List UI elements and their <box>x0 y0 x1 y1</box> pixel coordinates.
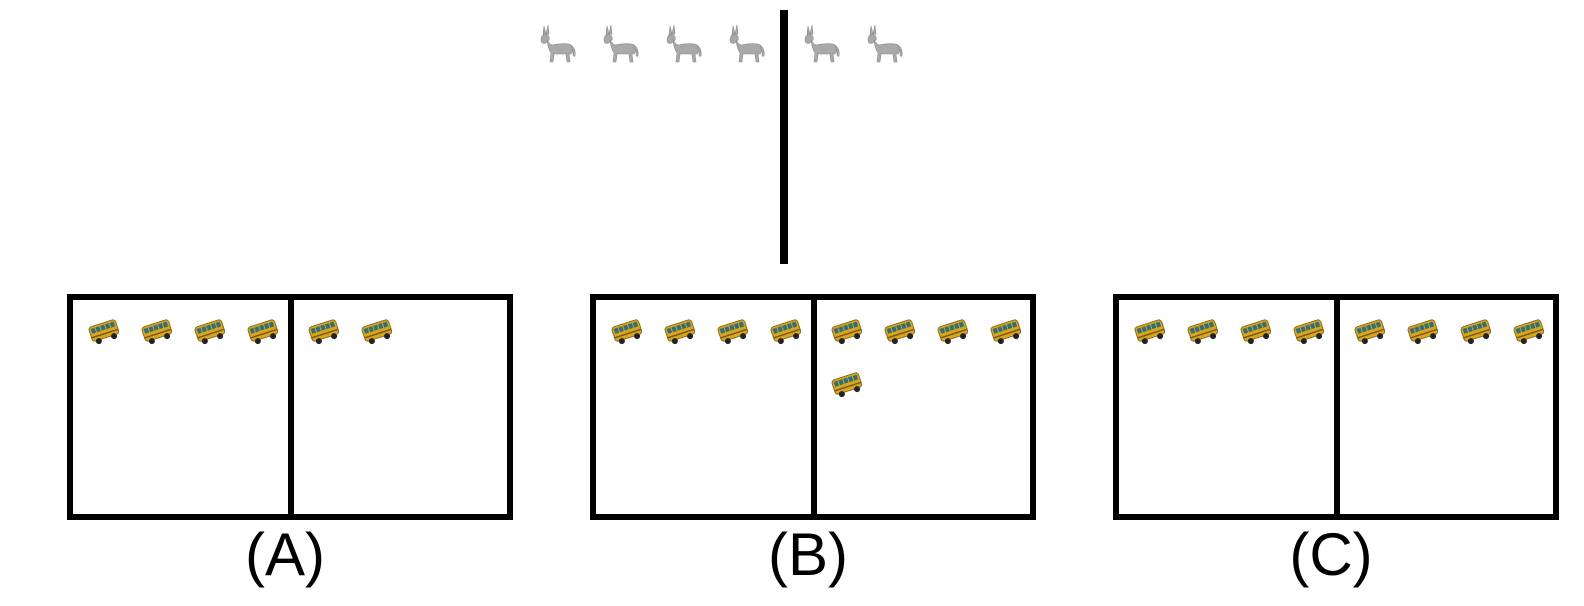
bus-icon <box>193 314 227 348</box>
donkey-icon <box>725 20 767 64</box>
bus-icon <box>769 314 803 348</box>
bus-icon <box>716 314 750 348</box>
bus-icon <box>1459 314 1493 348</box>
top-divider-line <box>780 10 788 264</box>
donkey-icon <box>662 20 704 64</box>
donkey-icon <box>536 20 578 64</box>
option-c-label[interactable]: (C) <box>1289 521 1373 588</box>
bus-icon <box>1292 314 1326 348</box>
bus-icon <box>989 314 1023 348</box>
bus-icon <box>1133 314 1167 348</box>
donkey-icon <box>599 20 641 64</box>
bus-icon <box>1512 314 1546 348</box>
bus-icon <box>830 367 864 401</box>
bus-icon <box>1406 314 1440 348</box>
bus-icon <box>830 314 864 348</box>
bus-icon <box>1186 314 1220 348</box>
bus-icon <box>307 314 341 348</box>
option-a-frame[interactable] <box>67 294 513 520</box>
donkey-icon <box>863 20 905 64</box>
bus-icon <box>1353 314 1387 348</box>
option-a-divider <box>288 300 294 514</box>
bus-icon <box>936 314 970 348</box>
bus-icon <box>1239 314 1273 348</box>
option-a-label[interactable]: (A) <box>245 521 325 588</box>
option-b-frame[interactable] <box>590 294 1036 520</box>
option-b-label[interactable]: (B) <box>768 521 848 588</box>
donkey-icon <box>800 20 842 64</box>
bus-icon <box>610 314 644 348</box>
option-c-frame[interactable] <box>1113 294 1559 520</box>
bus-icon <box>663 314 697 348</box>
bus-icon <box>360 314 394 348</box>
option-b-divider <box>811 300 817 514</box>
bus-icon <box>140 314 174 348</box>
option-c-divider <box>1334 300 1340 514</box>
bus-icon <box>87 314 121 348</box>
bus-icon <box>883 314 917 348</box>
bus-icon <box>246 314 280 348</box>
